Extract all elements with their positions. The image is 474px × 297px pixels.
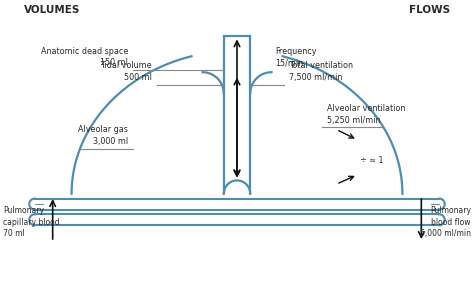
Text: Pulmonary
capillary blood
70 ml: Pulmonary capillary blood 70 ml (3, 206, 60, 238)
Text: Frequency
15/min: Frequency 15/min (275, 47, 316, 67)
Text: FLOWS: FLOWS (409, 5, 450, 15)
Text: VOLUMES: VOLUMES (24, 5, 81, 15)
Text: Alveolar ventilation
5,250 ml/min: Alveolar ventilation 5,250 ml/min (327, 104, 405, 125)
Text: Total ventilation
7,500 ml/min: Total ventilation 7,500 ml/min (289, 61, 353, 82)
Text: Pulmonary
blood flow
5,000 ml/min: Pulmonary blood flow 5,000 ml/min (420, 206, 471, 238)
Text: Tidal volume
500 ml: Tidal volume 500 ml (100, 61, 152, 82)
Text: Anatomic dead space
150 ml: Anatomic dead space 150 ml (41, 47, 128, 67)
Text: Alveolar gas
3,000 ml: Alveolar gas 3,000 ml (78, 125, 128, 146)
Text: ÷ ≈ 1: ÷ ≈ 1 (360, 156, 383, 165)
